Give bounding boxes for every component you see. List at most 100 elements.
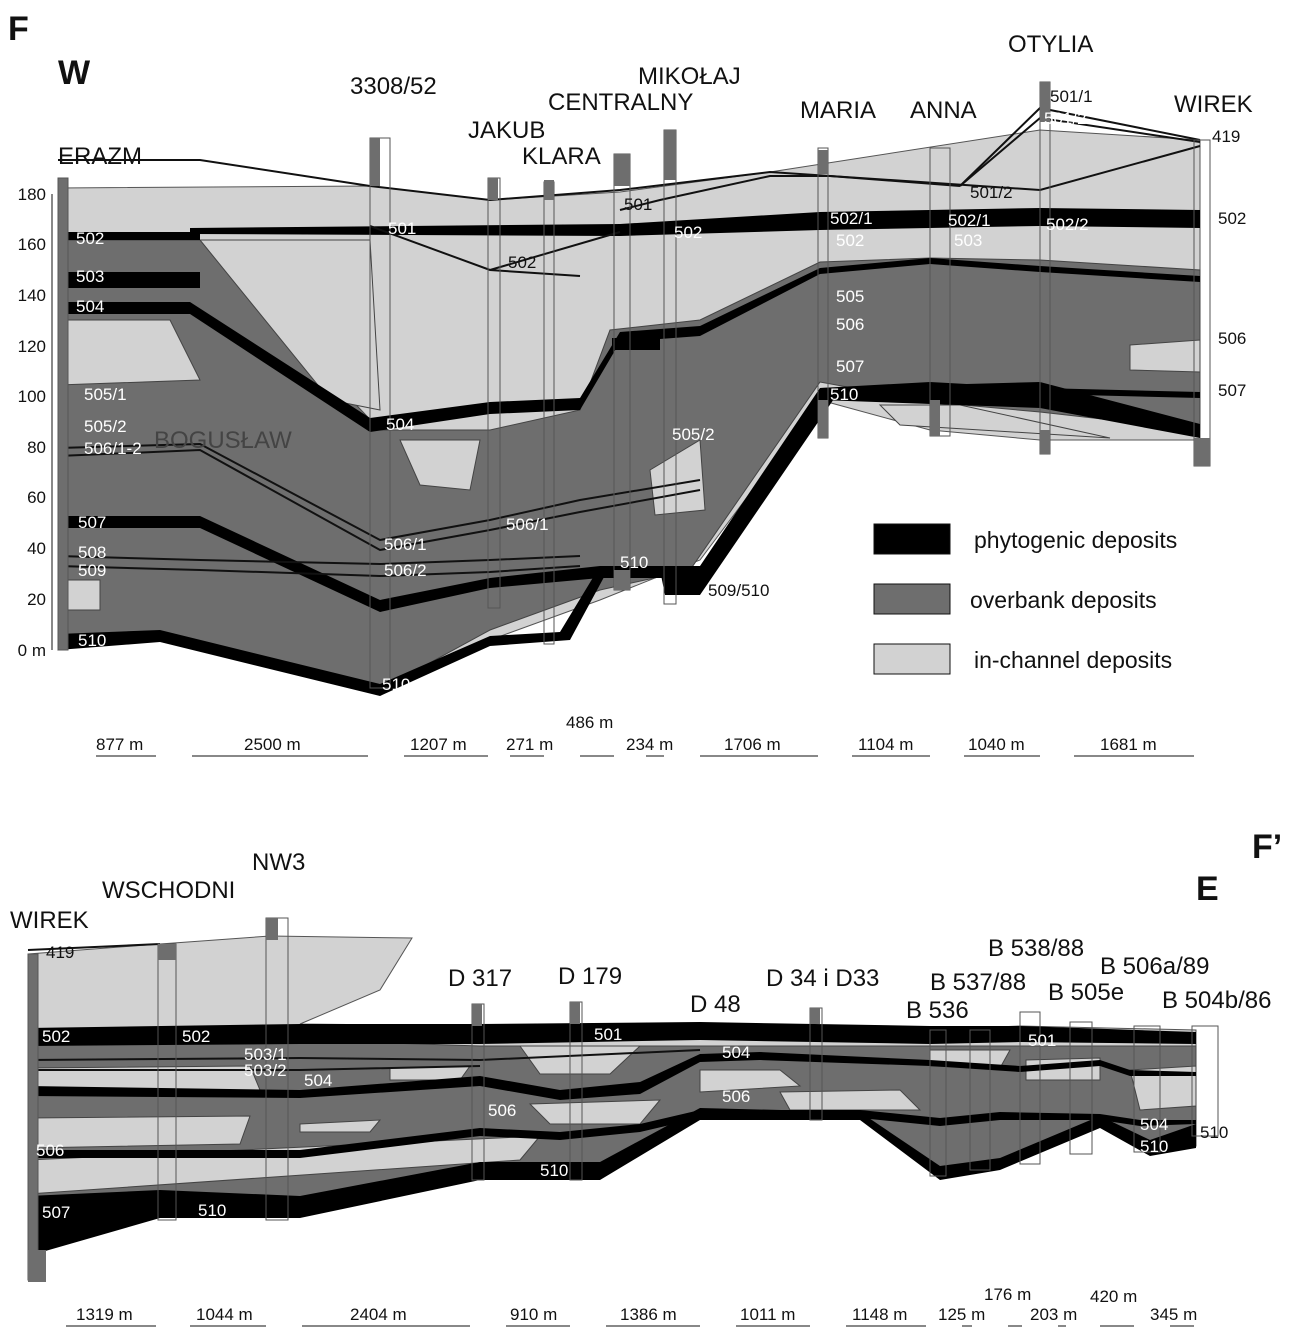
horizon-label: 501 (594, 1025, 622, 1044)
distance-label: 1386 m (620, 1305, 677, 1324)
well-name: MARIA (800, 97, 876, 124)
horizon-label: 502/1 (948, 211, 991, 230)
legend-label: phytogenic deposits (974, 527, 1177, 553)
horizon-label: 510 (1140, 1137, 1168, 1156)
horizon-label: 509/510 (708, 581, 769, 600)
horizon-label: 506/2 (384, 561, 427, 580)
y-tick: 60 (27, 488, 46, 507)
horizon-label: 506 (36, 1141, 64, 1160)
distance-label: 203 m (1030, 1305, 1077, 1324)
well-name: WSCHODNI (102, 877, 235, 904)
horizon-label: 509 (78, 561, 106, 580)
legend-swatch-overbank (873, 583, 951, 615)
distance-label: 877 m (96, 735, 143, 754)
distance-label: 910 m (510, 1305, 557, 1324)
horizon-label: 510 (540, 1161, 568, 1180)
well-name: WIREK (10, 907, 89, 934)
horizon-label: 505 (836, 287, 864, 306)
direction-east: E (1196, 870, 1219, 908)
well-name: D 48 (690, 991, 741, 1018)
legend-label: overbank deposits (970, 587, 1157, 613)
horizon-label: 501/2 (970, 183, 1013, 202)
top-well-caps (370, 82, 1210, 590)
horizon-label: 506/1 (384, 535, 427, 554)
horizon-label: 508 (78, 543, 106, 562)
horizon-label: 503/1 (244, 1045, 287, 1064)
horizon-label: 502 (1218, 209, 1246, 228)
horizon-label: 502/1 (830, 209, 873, 228)
distance-label: 420 m (1090, 1287, 1137, 1306)
distance-label: 1148 m (852, 1305, 907, 1324)
top-lens-5 (1129, 339, 1201, 373)
horizon-label: 504 (386, 415, 414, 434)
well-name: OTYLIA (1008, 31, 1093, 58)
distance-label: 486 m (566, 713, 613, 732)
horizon-label: 507 (836, 357, 864, 376)
well-name: WIREK (1174, 91, 1253, 118)
y-tick: 180 (18, 185, 46, 204)
panel-letter-f-prime: F’ (1252, 828, 1282, 866)
top-coal-seams (58, 208, 1200, 696)
top-lens-3 (399, 439, 481, 491)
y-tick: 140 (18, 286, 46, 305)
horizon-label: 506 (488, 1101, 516, 1120)
horizon-label: 510 (382, 675, 410, 694)
horizon-label: 510 (620, 553, 648, 572)
well-name: MIKOŁAJ (638, 63, 741, 90)
distance-label: 1040 m (968, 735, 1025, 754)
distance-label: 345 m (1150, 1305, 1197, 1324)
distance-label: 2404 m (350, 1305, 407, 1324)
top-panel: 180 160 140 120 100 80 60 40 20 0 m F W … (8, 10, 1253, 757)
horizon-label: 506/1 (506, 515, 549, 534)
well-name: ERAZM (58, 143, 142, 170)
y-tick: 20 (27, 590, 46, 609)
y-tick: 0 m (18, 641, 46, 660)
horizon-label: 504 (304, 1071, 332, 1090)
bottom-well-caps (28, 918, 820, 1282)
top-horizon-labels: 501 501 501/1 501/2 501/2 419 502 502 50… (76, 87, 1246, 694)
legend-label: in-channel deposits (974, 647, 1172, 673)
horizon-label: 503/2 (244, 1061, 287, 1080)
horizon-label: 507 (42, 1203, 70, 1222)
horizon-label: 504 (722, 1043, 750, 1062)
well-name: B 538/88 (988, 935, 1084, 962)
horizon-label: 502 (836, 231, 864, 250)
y-tick: 160 (18, 235, 46, 254)
horizon-label: 506 (1218, 329, 1246, 348)
distance-label: 176 m (984, 1285, 1031, 1304)
horizon-label: 507 (78, 513, 106, 532)
bottom-distance-labels: 1319 m 1044 m 2404 m 910 m 1386 m 1011 m… (76, 1285, 1197, 1324)
y-tick: 100 (18, 387, 46, 406)
horizon-label: 502/2 (1046, 215, 1089, 234)
top-well-names: ERAZM 3308/52 JAKUB KLARA CENTRALNY MIKO… (58, 31, 1253, 454)
horizon-label: 502 (42, 1027, 70, 1046)
horizon-label: 502 (674, 223, 702, 242)
well-name: B 536 (906, 997, 969, 1024)
well-name: B 505e (1048, 979, 1124, 1006)
y-tick: 120 (18, 337, 46, 356)
well-name: D 179 (558, 963, 622, 990)
horizon-label: 506 (722, 1087, 750, 1106)
inline-well-name: BOGUSŁAW (154, 427, 292, 454)
horizon-label: 504 (76, 297, 104, 316)
horizon-label: 502 (508, 253, 536, 272)
horizon-label: 501 (388, 219, 416, 238)
distance-label: 1011 m (740, 1305, 795, 1324)
well-name: D 317 (448, 965, 512, 992)
distance-label: 2500 m (244, 735, 301, 754)
well-name: B 537/88 (930, 969, 1026, 996)
distance-label: 1681 m (1100, 735, 1157, 754)
bottom-panel: F’ E WIREK WSCHODNI NW3 D 317 D 179 D 48… (10, 828, 1282, 1327)
bottom-horizon-labels: 419 502 502 501 501 503/1 503/2 504 504 … (36, 943, 1228, 1222)
well-name: B 506a/89 (1100, 953, 1209, 980)
well-name: 3308/52 (350, 73, 437, 100)
horizon-label: 510 (1200, 1123, 1228, 1142)
distance-label: 271 m (506, 735, 553, 754)
bottom-well-names: WIREK WSCHODNI NW3 D 317 D 179 D 48 D 34… (10, 849, 1271, 1024)
horizon-label: 510 (830, 385, 858, 404)
distance-label: 1207 m (410, 735, 467, 754)
legend-swatch-inchannel (873, 643, 951, 675)
distance-label: 1706 m (724, 735, 781, 754)
well-name: JAKUB (468, 117, 545, 144)
bottom-coal-seams (28, 1022, 1196, 1256)
